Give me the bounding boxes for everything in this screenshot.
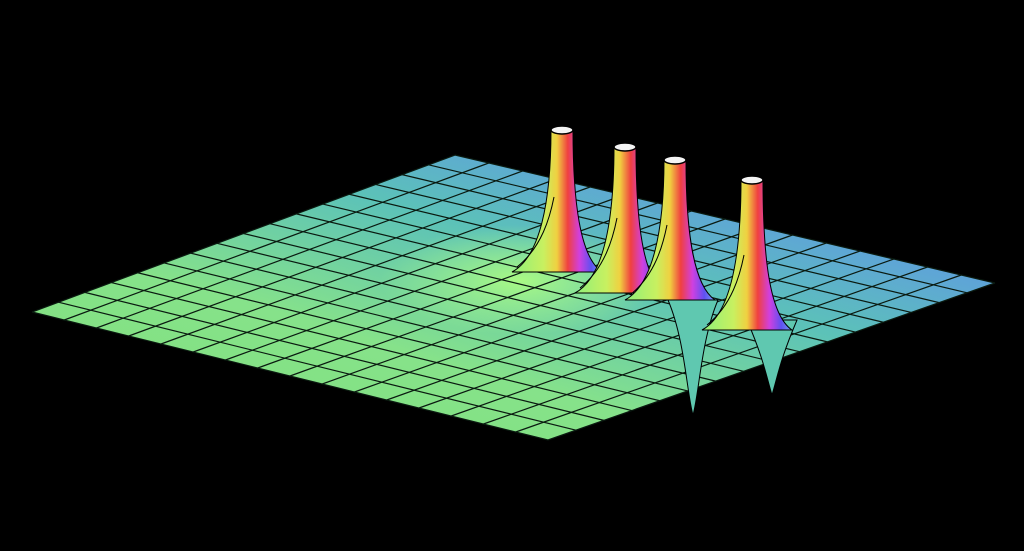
spike-top bbox=[740, 175, 764, 185]
spike-contour bbox=[516, 196, 555, 268]
spike bbox=[624, 159, 717, 301]
spikes bbox=[511, 125, 798, 417]
grid-line bbox=[483, 266, 928, 425]
grid-line bbox=[515, 274, 962, 433]
spike-top bbox=[663, 155, 687, 165]
spike-top bbox=[550, 125, 574, 135]
spike bbox=[701, 179, 794, 331]
grid-line bbox=[354, 234, 793, 393]
grid-line bbox=[454, 154, 996, 284]
spike-contour bbox=[579, 217, 618, 289]
grid-line bbox=[451, 258, 894, 417]
grid bbox=[31, 154, 996, 441]
spike-top bbox=[613, 142, 637, 152]
spike-contour bbox=[629, 224, 668, 296]
surface-dip bbox=[746, 319, 798, 397]
spike-contour bbox=[706, 254, 745, 326]
grid-line bbox=[428, 164, 968, 294]
grid-line bbox=[418, 250, 861, 409]
